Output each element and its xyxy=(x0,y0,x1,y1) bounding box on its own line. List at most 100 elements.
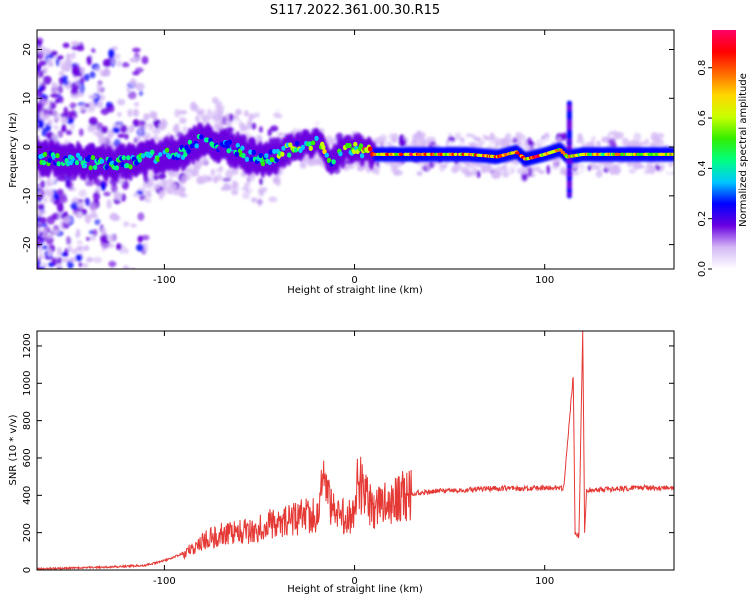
spectrogram-cell xyxy=(308,145,314,151)
spectrogram-cell xyxy=(60,60,67,71)
spectrogram-cell xyxy=(398,152,404,156)
spectrogram-cell xyxy=(270,125,279,132)
spectrogram-cell xyxy=(55,98,60,104)
spectrogram-cell xyxy=(174,108,181,118)
spectrogram-cell xyxy=(195,115,200,123)
spectrogram-cell xyxy=(226,148,231,154)
spectrogram-cell xyxy=(223,182,229,191)
spectrogram-cell xyxy=(138,119,146,125)
spectrogram-cell xyxy=(103,67,110,77)
spectrogram-cell xyxy=(217,104,225,112)
spectrogram-cell xyxy=(347,142,352,149)
spectrogram-cell xyxy=(77,245,86,252)
spectrogram-cell xyxy=(478,139,485,146)
spectrogram-cell xyxy=(293,147,299,153)
spectrogram-cell xyxy=(171,118,179,124)
spectrogram-cell xyxy=(57,55,64,60)
spectrogram-cell xyxy=(251,122,257,130)
spectrogram-cell xyxy=(280,151,285,157)
spectrogram-cell xyxy=(37,257,42,262)
spectrogram-cell xyxy=(192,136,197,142)
spectrogram-cell xyxy=(210,168,216,177)
spectrogram-cell xyxy=(281,145,286,151)
snr-y-axis: 0 200 400 600 800 1000 1200 xyxy=(22,333,674,573)
spectrogram-cell xyxy=(129,125,135,132)
spectrogram-cell xyxy=(57,85,64,94)
spectrogram-y-label: Frequency (Hz) xyxy=(8,112,19,188)
spectrogram-cell xyxy=(90,235,96,241)
spectrogram-cell xyxy=(546,164,551,175)
spectrogram-cell xyxy=(608,138,616,146)
spectrogram-cell xyxy=(99,234,108,244)
spectrogram-cell xyxy=(476,170,481,179)
spectrogram-cell xyxy=(366,168,371,173)
spectrogram-y-tick-label: 0 xyxy=(22,144,33,150)
spectrogram-cell xyxy=(533,166,541,172)
spectrogram-cell xyxy=(79,272,88,280)
spectrogram-cell xyxy=(269,156,275,163)
spectrogram-cell xyxy=(577,133,583,141)
spectrogram-cell xyxy=(76,201,85,208)
spectrogram-cell xyxy=(154,183,161,190)
spectrogram-cell xyxy=(248,149,253,155)
spectrogram-cell xyxy=(58,193,67,201)
spectrogram-cell xyxy=(222,177,232,182)
spectrogram-cell xyxy=(473,136,482,142)
snr-y-tick-label: 400 xyxy=(22,486,33,505)
spectrogram-cell xyxy=(610,170,615,176)
spectrogram-cell xyxy=(75,64,81,75)
spectrogram-cell xyxy=(78,262,83,268)
spectrogram-cell xyxy=(425,164,431,172)
spectrogram-cell xyxy=(39,46,47,53)
spectrogram-cell xyxy=(425,136,432,146)
spectrogram-cell xyxy=(82,263,89,269)
spectrogram-cell xyxy=(52,193,60,201)
spectrogram-cell xyxy=(99,158,105,164)
spectrogram-cell xyxy=(144,124,151,135)
spectrogram-cell xyxy=(217,145,222,151)
spectrogram-cell xyxy=(132,119,140,128)
spectrogram-cell xyxy=(96,43,106,50)
spectrogram-cell xyxy=(260,161,266,167)
spectrogram-cell xyxy=(168,169,175,178)
spectrogram-cell xyxy=(37,102,45,113)
spectrogram-cell xyxy=(179,117,187,124)
colorbar-tick-label: 0.2 xyxy=(697,211,708,227)
spectrogram-cell xyxy=(200,114,205,120)
spectrogram-cell xyxy=(162,121,169,127)
spectrogram-cell xyxy=(94,218,101,226)
spectrogram-cell xyxy=(127,91,137,100)
spectrogram-cell xyxy=(288,142,293,148)
spectrogram-cell xyxy=(649,142,658,148)
spectrogram-cell xyxy=(79,108,87,114)
spectrogram-cell xyxy=(275,176,281,187)
spectrogram-cell xyxy=(153,174,159,181)
spectrogram-cell xyxy=(164,147,170,153)
spectrogram-cell xyxy=(47,262,55,267)
spectrogram-cell xyxy=(299,161,307,169)
spectrogram-cell xyxy=(133,101,140,107)
spectrogram-cell xyxy=(367,146,373,152)
spectrogram-cell xyxy=(49,103,56,109)
spectrogram-cell xyxy=(636,152,641,156)
spectrogram-cell xyxy=(50,92,59,98)
snr-y-tick-label: 800 xyxy=(22,411,33,430)
spectrogram-cell xyxy=(39,222,48,228)
spectrogram-cell xyxy=(61,123,67,132)
spectrogram-cell xyxy=(359,153,365,159)
spectrogram-cell xyxy=(178,186,186,192)
spectrogram-cell xyxy=(228,113,234,122)
spectrogram-cell xyxy=(92,164,98,170)
spectrogram-cell xyxy=(671,152,674,156)
spectrogram-cell xyxy=(37,237,41,248)
spectrogram-cell xyxy=(249,156,254,162)
spectrogram-cell xyxy=(321,144,326,150)
spectrogram-cell xyxy=(88,94,98,100)
spectrogram-cell xyxy=(76,45,85,52)
spectrogram-cell xyxy=(348,163,355,170)
spectrogram-cell xyxy=(140,153,146,159)
spectrogram-cell xyxy=(516,167,526,175)
spectrogram-cell xyxy=(249,191,255,198)
snr-y-tick-label: 1200 xyxy=(22,333,33,358)
spectrogram-cell xyxy=(117,98,126,106)
